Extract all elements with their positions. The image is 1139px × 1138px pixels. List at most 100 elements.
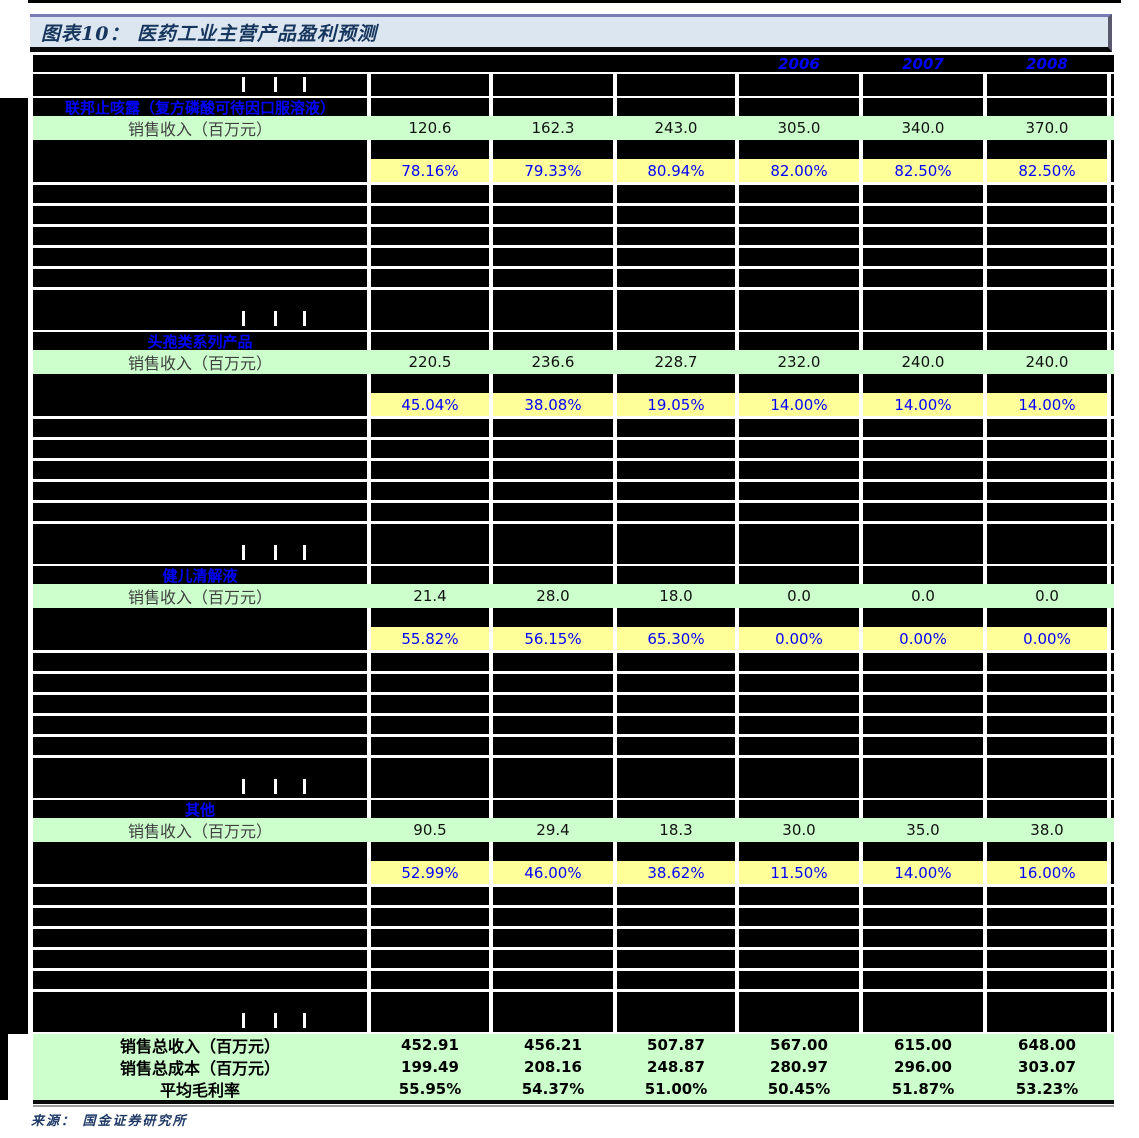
- table-cell: 45.04%: [367, 393, 489, 416]
- table-cell: [735, 887, 859, 905]
- table-cell: [735, 248, 859, 266]
- column-tick: [274, 1013, 277, 1028]
- revenue-row: 销售收入（百万元） 120.6 162.3 243.0 305.0 340.0 370.0: [33, 116, 1114, 140]
- table-cell: [1107, 350, 1114, 374]
- margin-value: 14.00%: [894, 863, 952, 882]
- table-cell: 头孢类系列产品: [33, 332, 367, 350]
- table-cell: [613, 503, 735, 521]
- redacted-row: [33, 908, 1114, 926]
- section-title-row: 头孢类系列产品: [33, 332, 1114, 350]
- redacted-row: [33, 206, 1114, 224]
- margin-value: 65.30%: [647, 629, 705, 648]
- revenue-value: 30.0: [782, 821, 816, 839]
- redacted-row: [33, 419, 1114, 437]
- table-cell: [613, 248, 735, 266]
- summary-label: 销售总收入（百万元）: [119, 1037, 280, 1056]
- table-cell: [859, 800, 983, 818]
- table-cell: 80.94%: [613, 159, 735, 182]
- table-cell: 78.16%: [367, 159, 489, 182]
- section-gap: [33, 564, 1114, 566]
- row-gap: [33, 692, 1114, 695]
- source-note: 来源： 国金证券研究所: [31, 1114, 188, 1129]
- table-cell: [859, 908, 983, 926]
- table-cell: [33, 419, 367, 437]
- summary-value: 199.49: [401, 1058, 459, 1076]
- table-cell: [367, 653, 489, 671]
- revenue-value: 236.6: [531, 353, 575, 371]
- redacted-row: [33, 674, 1114, 692]
- table-cell: [489, 776, 613, 798]
- table-cell: [1107, 566, 1114, 584]
- table-cell: 14.00%: [859, 861, 983, 884]
- table-cell: 53.23%: [983, 1078, 1107, 1100]
- table-cell: [367, 290, 489, 308]
- column-tick: [242, 545, 245, 560]
- table-cell: [489, 98, 613, 116]
- redacted-row: [33, 185, 1114, 203]
- table-cell: [489, 227, 613, 245]
- table-cell: [859, 308, 983, 330]
- table-cell: [367, 419, 489, 437]
- table-cell: [367, 461, 489, 479]
- table-cell: [33, 776, 367, 798]
- table-cell: [367, 608, 489, 627]
- section-title-row: 健儿清解液: [33, 566, 1114, 584]
- table-cell: [613, 758, 735, 776]
- table-cell: [1107, 908, 1114, 926]
- table-cell: 29.4: [489, 818, 613, 842]
- margin-row: 45.04% 38.08% 19.05% 14.00% 14.00% 14.00%: [33, 393, 1114, 416]
- revenue-value: 340.0: [901, 119, 945, 137]
- table-cell: [735, 332, 859, 350]
- row-gap: [33, 416, 1114, 419]
- revenue-label: 销售收入（百万元）: [127, 354, 272, 373]
- table-cell: [613, 695, 735, 713]
- summary-value: 456.21: [524, 1036, 582, 1054]
- section-gap: [33, 330, 1114, 332]
- section-gap: [33, 1032, 1114, 1034]
- row-gap: [33, 500, 1114, 503]
- table-cell: [613, 674, 735, 692]
- table-cell: [367, 98, 489, 116]
- table-cell: [1107, 584, 1114, 608]
- table-cell: [489, 950, 613, 968]
- margin-value: 0.00%: [775, 629, 823, 648]
- table-cell: [859, 140, 983, 159]
- table-cell: [613, 971, 735, 989]
- section-title-row: 联邦止咳露（复方磷酸可待因口服溶液）: [33, 98, 1114, 116]
- table-cell: [489, 674, 613, 692]
- summary-value: 296.00: [894, 1058, 952, 1076]
- summary-value: 280.97: [770, 1058, 828, 1076]
- redacted-row: [33, 758, 1114, 776]
- margin-value: 0.00%: [1023, 629, 1071, 648]
- table-cell: [33, 695, 367, 713]
- table-cell: [489, 524, 613, 542]
- revenue-value: 18.0: [659, 587, 693, 605]
- table-cell: [1107, 308, 1114, 330]
- table-cell: [489, 908, 613, 926]
- table-cell: [1107, 482, 1114, 500]
- table-cell: [489, 758, 613, 776]
- table-cell: [1107, 716, 1114, 734]
- row-gap: [33, 926, 1114, 929]
- table-cell: [983, 1010, 1107, 1032]
- table-cell: [367, 971, 489, 989]
- table-cell: [983, 542, 1107, 564]
- table-cell: 240.0: [859, 350, 983, 374]
- table-cell: [859, 950, 983, 968]
- table-cell: [367, 800, 489, 818]
- table-cell: [489, 74, 613, 96]
- forecast-table: 2006 2007 2008 联邦止咳露（复方磷酸可待因口服溶液） 销售收入（百万元） 1…: [33, 55, 1114, 1107]
- table-cell: [1107, 185, 1114, 203]
- row-gap: [33, 755, 1114, 758]
- table-cell: [735, 653, 859, 671]
- table-cell: 11.50%: [735, 861, 859, 884]
- table-cell: [33, 269, 367, 287]
- table-cell: [367, 929, 489, 947]
- margin-row: 78.16% 79.33% 80.94% 82.00% 82.50% 82.50%: [33, 159, 1114, 182]
- header-spacer-row: [33, 74, 1114, 96]
- table-cell: 303.07: [983, 1056, 1107, 1078]
- summary-value: 648.00: [1018, 1036, 1076, 1054]
- table-cell: [613, 269, 735, 287]
- header-gap: [33, 96, 1114, 98]
- summary-value: 615.00: [894, 1036, 952, 1054]
